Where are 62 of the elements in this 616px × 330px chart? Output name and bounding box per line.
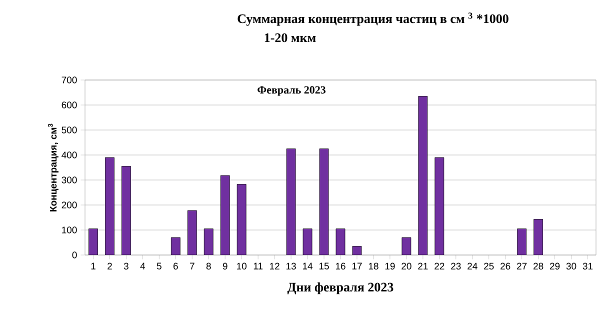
bar: [88, 228, 98, 255]
x-tick-label: 22: [434, 262, 444, 270]
bar: [286, 148, 296, 255]
x-tick-label: 12: [270, 262, 280, 270]
x-tick-label: 13: [286, 262, 296, 270]
x-tick-label: 8: [206, 262, 211, 270]
x-tick-label: 11: [254, 262, 263, 270]
x-tick-label: 24: [468, 262, 478, 270]
bar: [236, 184, 246, 255]
bar: [517, 228, 527, 255]
annotation: Февраль 2023: [258, 86, 326, 96]
x-tick-label: 20: [402, 262, 412, 270]
x-tick-label: 21: [418, 262, 428, 270]
x-tick-label: 9: [222, 262, 228, 270]
x-tick-label: 6: [174, 262, 178, 270]
x-tick-label: 3: [124, 262, 128, 270]
bar: [319, 148, 329, 255]
y-tick-label: 500: [62, 126, 77, 134]
x-tick-label: 27: [517, 262, 527, 270]
bar: [170, 237, 180, 255]
y-tick-label: 300: [62, 176, 77, 184]
bar: [187, 210, 197, 255]
x-tick-label: 25: [484, 262, 494, 270]
bar: [418, 96, 428, 255]
bar: [336, 228, 346, 255]
x-tick-label: 2: [108, 262, 112, 270]
bar: [534, 219, 544, 255]
x-axis-title: Дни февраля 2023: [287, 282, 394, 294]
bar: [220, 175, 230, 255]
x-tick-label: 10: [237, 262, 247, 270]
x-tick-label: 5: [156, 262, 162, 270]
x-tick-label: 16: [336, 262, 346, 270]
y-tick-label: 200: [62, 202, 77, 208]
x-tick-label: 29: [550, 262, 560, 270]
x-tick-label: 23: [451, 262, 461, 270]
chart-subtitle: 1-20 мкм: [264, 33, 316, 42]
y-tick-label: 100: [62, 226, 77, 234]
y-tick-label: 0: [72, 252, 77, 258]
bar: [302, 228, 312, 255]
x-tick-label: 7: [190, 262, 194, 270]
x-tick-label: 31: [582, 262, 593, 270]
bar: [434, 157, 444, 255]
x-tick-label: 4: [140, 262, 146, 270]
x-tick-label: 30: [566, 262, 576, 270]
y-axis-title: Концентрация, см$^{3}$: [48, 124, 58, 212]
bar: [352, 246, 362, 255]
x-tick-label: 19: [385, 262, 395, 270]
y-tick-label: 400: [62, 152, 77, 158]
y-tick-label: 700: [62, 76, 77, 84]
bar: [105, 157, 114, 255]
bar: [402, 237, 412, 255]
y-tick-label: 600: [62, 102, 77, 108]
bar: [204, 228, 214, 255]
x-tick-label: 1: [91, 262, 96, 270]
x-tick-label: 18: [368, 262, 378, 270]
x-tick-label: 26: [500, 262, 510, 270]
bar: [122, 166, 131, 255]
x-tick-label: 14: [302, 262, 313, 270]
x-tick-label: 15: [319, 262, 329, 270]
chart-title: Суммарная концентрация частиц в см $^{3}$ *1000: [238, 12, 508, 26]
x-tick-label: 28: [533, 262, 544, 270]
x-tick-label: 17: [352, 262, 362, 270]
